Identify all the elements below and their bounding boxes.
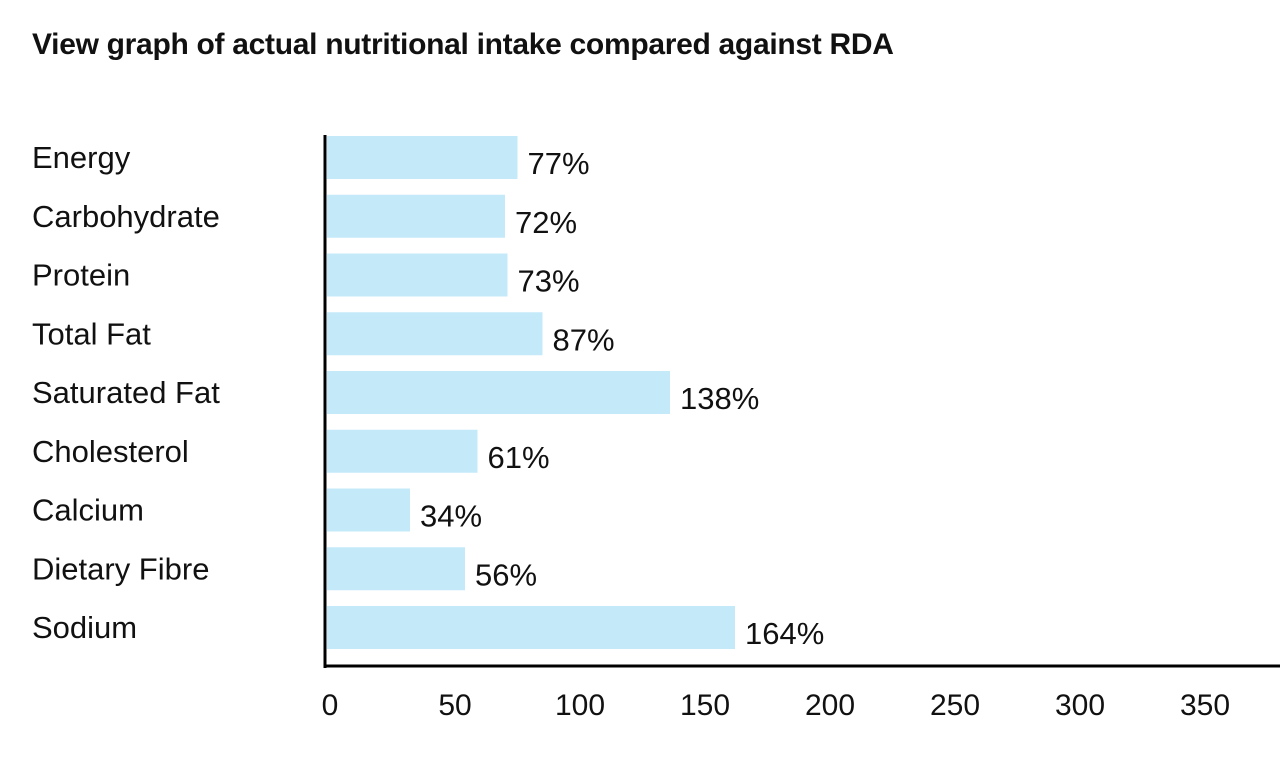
value-label-carbohydrate: 72% (515, 205, 577, 240)
category-label-protein: Protein (32, 258, 130, 293)
value-label-total-fat: 87% (553, 322, 615, 357)
value-label-protein: 73% (518, 264, 580, 299)
x-tick-label-350: 350 (1180, 689, 1230, 722)
axes-layer (323, 135, 1280, 668)
bar-cholesterol (327, 429, 478, 473)
x-tick-label-150: 150 (680, 689, 730, 722)
value-label-cholesterol: 61% (488, 440, 550, 475)
chart-title: View graph of actual nutritional intake … (32, 28, 894, 61)
bar-calcium (327, 488, 410, 532)
category-label-total-fat: Total Fat (32, 316, 151, 351)
x-tick-label-250: 250 (930, 689, 980, 722)
x-tick-labels: 0 50 100 150 200 250 300 350 (322, 689, 1230, 722)
bar-sodium (327, 606, 735, 649)
value-label-energy: 77% (528, 146, 590, 181)
bar-saturated-fat (327, 371, 670, 414)
x-tick-label-300: 300 (1055, 689, 1105, 722)
value-label-sodium: 164% (745, 616, 824, 651)
bar-carbohydrate (327, 194, 505, 238)
value-label-saturated-fat: 138% (680, 381, 759, 416)
category-label-dietary-fibre: Dietary Fibre (32, 551, 209, 586)
bar-total-fat (327, 312, 543, 356)
bar-dietary-fibre (327, 547, 465, 591)
bars-layer (327, 136, 735, 649)
category-label-energy: Energy (32, 140, 131, 175)
bar-protein (327, 253, 508, 297)
value-labels: 77% 72% 73% 87% 138% 61%34% 56% 164% (420, 146, 824, 651)
x-tick-label-100: 100 (555, 689, 605, 722)
category-label-calcium: Calcium (32, 493, 144, 528)
x-tick-label-0: 0 (322, 689, 339, 722)
bar-energy (327, 136, 518, 179)
value-label-dietary-fibre: 56% (475, 557, 537, 592)
category-label-sodium: Sodium (32, 610, 137, 645)
x-tick-label-200: 200 (805, 689, 855, 722)
category-label-cholesterol: Cholesterol (32, 434, 189, 469)
category-label-saturated-fat: Saturated Fat (32, 375, 220, 410)
x-tick-label-50: 50 (438, 689, 471, 722)
category-labels: Energy Carbohydrate Protein Total Fat Satura… (32, 140, 220, 645)
value-label-calcium: 34% (420, 499, 482, 534)
category-label-carbohydrate: Carbohydrate (32, 199, 220, 234)
